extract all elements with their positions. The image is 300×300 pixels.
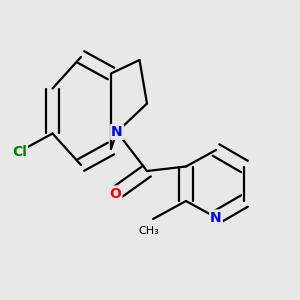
Text: Cl: Cl [12, 145, 27, 158]
Text: N: N [210, 211, 222, 224]
Text: N: N [111, 125, 123, 139]
Text: CH₃: CH₃ [138, 226, 159, 236]
Text: O: O [110, 187, 122, 200]
